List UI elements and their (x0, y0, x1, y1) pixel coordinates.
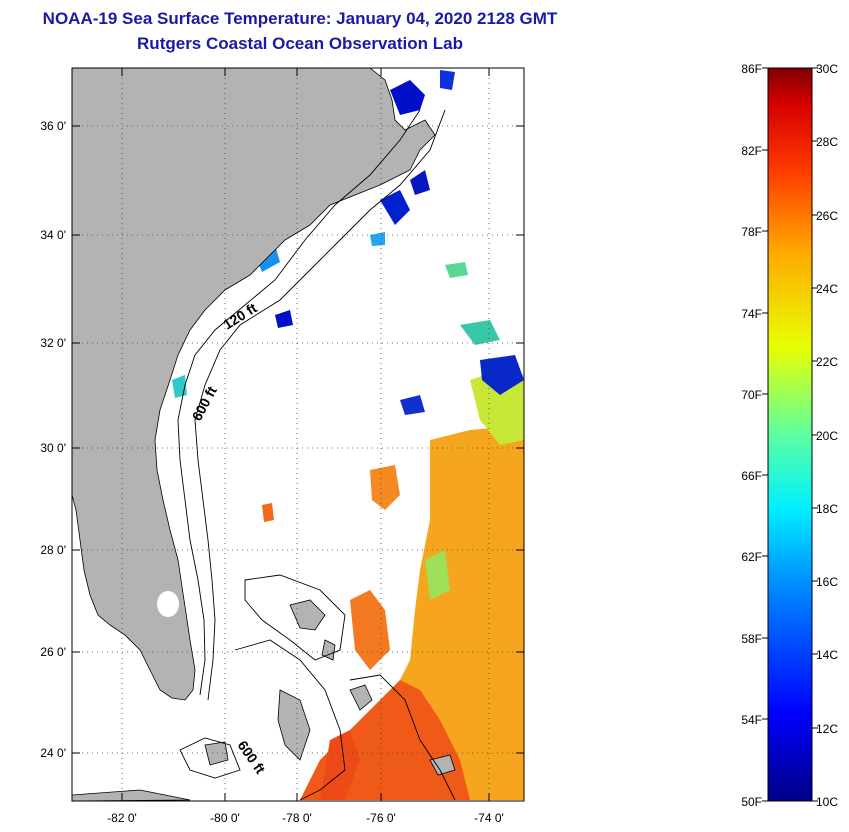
land-us-coast (72, 68, 436, 701)
lat-tick-labels: 36 0' 34 0' 32 0' 30 0' 28 0' 26 0' 24 0… (40, 119, 66, 760)
contour-label-120ft: 120 ft (220, 299, 260, 332)
map-subtitle: Rutgers Coastal Ocean Observation Lab (137, 34, 463, 53)
cb-f-86: 86F (741, 62, 762, 76)
cb-f-62: 62F (741, 550, 762, 564)
lon-label-80: -80 0' (210, 811, 240, 825)
bahamas-islands (72, 599, 456, 801)
map-title: NOAA-19 Sea Surface Temperature: January… (42, 9, 558, 28)
lon-label-78: -78 0' (282, 811, 312, 825)
cb-f-82: 82F (741, 144, 762, 158)
cb-c-24: 24C (816, 282, 838, 296)
lat-label-34: 34 0' (40, 228, 66, 242)
lon-tick-labels: -82 0' -80 0' -78 0' -76 0' -74 0' (107, 811, 504, 825)
map-frame (71, 67, 525, 802)
cb-f-54: 54F (741, 713, 762, 727)
lat-label-26: 26 0' (40, 645, 66, 659)
lat-label-32: 32 0' (40, 336, 66, 350)
lon-label-76: -76 0' (366, 811, 396, 825)
colorbar-f-labels: 86F 82F 78F 74F 70F 66F 62F 58F 54F 50F (741, 62, 762, 809)
cb-c-10: 10C (816, 795, 838, 809)
lat-label-28: 28 0' (40, 543, 66, 557)
cb-c-20: 20C (816, 429, 838, 443)
lon-label-74: -74 0' (474, 811, 504, 825)
cb-c-30: 30C (816, 62, 838, 76)
cb-f-74: 74F (741, 307, 762, 321)
cb-f-78: 78F (741, 225, 762, 239)
contour-label-600ft-bahamas: 600 ft (235, 738, 269, 777)
cb-c-18: 18C (816, 502, 838, 516)
colorbar (767, 67, 813, 802)
lon-label-82: -82 0' (107, 811, 137, 825)
contour-label-600ft: 600 ft (189, 383, 220, 423)
cb-c-16: 16C (816, 575, 838, 589)
lat-label-24: 24 0' (40, 746, 66, 760)
cb-c-26: 26C (816, 209, 838, 223)
colorbar-ticks (762, 67, 818, 802)
graticule (72, 68, 524, 801)
cold-water-region (172, 70, 524, 415)
lake-okeechobee (157, 591, 179, 617)
cb-f-58: 58F (741, 632, 762, 646)
cb-c-14: 14C (816, 648, 838, 662)
map-tick-marks (72, 68, 524, 801)
cb-c-28: 28C (816, 135, 838, 149)
cb-c-22: 22C (816, 355, 838, 369)
warm-water-region (262, 370, 524, 800)
lat-label-36: 36 0' (40, 119, 66, 133)
bathymetry-contours (177, 109, 456, 801)
cb-c-12: 12C (816, 722, 838, 736)
cb-f-50: 50F (741, 795, 762, 809)
colorbar-c-labels: 30C 28C 26C 24C 22C 20C 18C 16C 14C 12C … (816, 62, 838, 809)
cb-f-70: 70F (741, 388, 762, 402)
lat-label-30: 30 0' (40, 441, 66, 455)
cb-f-66: 66F (741, 469, 762, 483)
